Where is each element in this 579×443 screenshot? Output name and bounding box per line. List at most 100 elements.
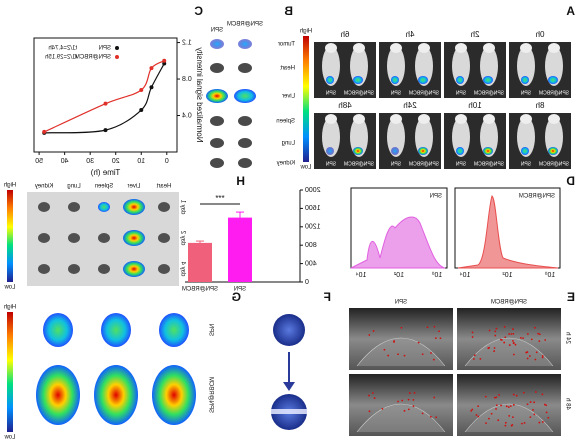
contrast-speck xyxy=(421,353,424,356)
tumor-signal xyxy=(43,313,73,347)
contrast-speck xyxy=(538,340,541,343)
contrast-speck xyxy=(541,356,544,359)
contrast-speck xyxy=(495,327,498,330)
contrast-speck xyxy=(381,407,384,410)
signal xyxy=(521,147,529,155)
organ xyxy=(210,116,224,126)
panel-label: H xyxy=(236,174,245,188)
contrast-speck xyxy=(495,408,497,410)
contrast-speck xyxy=(471,331,474,334)
panel-label: F xyxy=(324,290,331,304)
mouse-head xyxy=(390,114,402,124)
contrast-speck xyxy=(544,339,547,341)
tumor-signal xyxy=(101,313,131,347)
contrast-speck xyxy=(485,422,487,425)
group-label: SPN xyxy=(390,161,401,167)
contrast-speck xyxy=(497,419,500,422)
row-label: 48 h xyxy=(564,398,570,410)
organ xyxy=(123,261,145,277)
contrast-speck xyxy=(498,394,500,396)
group-label: SPN@RBCM xyxy=(474,90,504,96)
column-label: SPN@RBCM xyxy=(491,300,527,306)
contrast-speck xyxy=(412,398,415,401)
contrast-speck xyxy=(494,330,497,333)
group-label: SPN@RBCM xyxy=(539,161,569,167)
fit-line xyxy=(44,63,165,134)
scale-low: Low xyxy=(4,435,16,441)
signal xyxy=(391,147,399,155)
organ-label: Liver xyxy=(282,94,295,100)
time-label: 24h xyxy=(403,101,416,110)
contrast-speck xyxy=(545,404,548,407)
signal xyxy=(548,76,558,84)
contrast-speck xyxy=(407,398,410,401)
contrast-speck xyxy=(508,414,511,417)
signal xyxy=(548,147,558,155)
signal xyxy=(483,76,493,84)
contrast-speck xyxy=(397,400,399,403)
organ xyxy=(68,264,80,274)
contrast-speck xyxy=(500,404,502,407)
organ xyxy=(123,230,145,246)
organ xyxy=(98,202,110,212)
point xyxy=(42,129,47,134)
y-tick-label: 400 xyxy=(305,260,317,267)
legend-label: SPN xyxy=(99,46,111,52)
organ xyxy=(38,202,50,212)
x-tick-label: 10⁰ xyxy=(432,271,443,279)
signal xyxy=(456,76,464,84)
contrast-speck xyxy=(510,424,513,427)
organ-label: Spleen xyxy=(276,119,295,125)
contrast-speck xyxy=(368,410,371,413)
time-label: 2h xyxy=(471,30,480,39)
scale-high: High xyxy=(300,29,312,35)
contrast-speck xyxy=(397,353,399,356)
contrast-speck xyxy=(521,422,523,425)
contrast-speck xyxy=(532,409,534,411)
point xyxy=(139,108,144,113)
mouse-head xyxy=(325,114,337,124)
contrast-speck xyxy=(372,330,375,332)
mouse-head xyxy=(483,43,495,53)
y-tick-label: 2000 xyxy=(305,187,321,194)
organ xyxy=(238,39,252,49)
mouse xyxy=(452,46,470,86)
organ-label: Heart xyxy=(280,66,295,72)
organ xyxy=(238,158,252,168)
group-label: SPN xyxy=(455,161,466,167)
signal xyxy=(483,147,493,155)
contrast-speck xyxy=(530,338,533,341)
organ xyxy=(238,116,252,126)
contrast-speck xyxy=(473,354,476,357)
mouse xyxy=(350,117,368,157)
group-label: SPN@RBCM xyxy=(409,161,439,167)
tumor-signal xyxy=(94,365,138,425)
mouse xyxy=(480,117,498,157)
panel-label: B xyxy=(284,4,293,18)
mouse-head xyxy=(325,43,337,53)
contrast-speck xyxy=(417,341,420,344)
contrast-speck xyxy=(490,412,493,415)
panel-label: G xyxy=(232,290,241,304)
contrast-speck xyxy=(499,338,502,341)
mouse xyxy=(545,46,563,86)
contrast-speck xyxy=(533,413,536,416)
y-tick-label: 0.8 xyxy=(182,76,192,83)
contrast-speck xyxy=(503,325,506,328)
contrast-speck xyxy=(529,416,532,419)
contrast-speck xyxy=(512,353,515,356)
contrast-speck xyxy=(529,401,532,403)
organ-label: Kidney xyxy=(35,184,53,190)
fit-line xyxy=(43,60,165,133)
legend-marker xyxy=(115,46,119,50)
contrast-speck xyxy=(368,334,371,336)
y-tick-label: 1200 xyxy=(305,224,321,231)
contrast-speck xyxy=(512,403,515,406)
contrast-speck xyxy=(407,408,410,411)
bar xyxy=(188,242,212,282)
significance-label: *** xyxy=(215,194,224,203)
time-label: 0h xyxy=(536,30,545,39)
contrast-speck xyxy=(495,404,498,407)
mouse xyxy=(387,46,405,86)
point xyxy=(139,87,144,92)
